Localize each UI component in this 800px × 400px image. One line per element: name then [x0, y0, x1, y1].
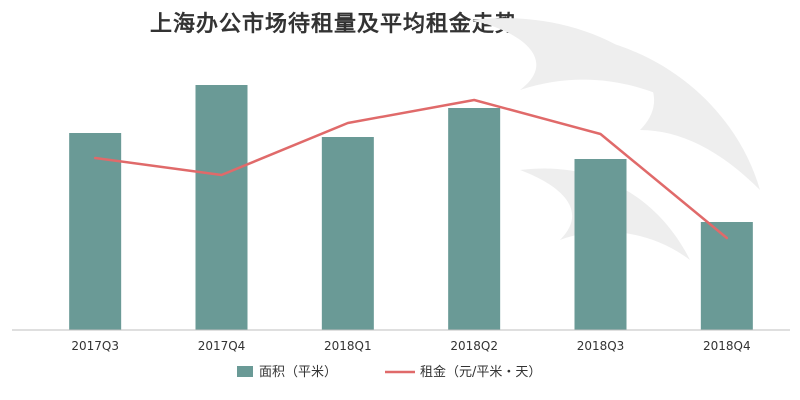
- legend: 面积（平米） 租金（元/平米・天）: [237, 364, 541, 380]
- bar-2018Q4: [700, 222, 753, 330]
- legend-label-rent: 租金（元/平米・天）: [420, 364, 541, 380]
- bar-series: [69, 85, 753, 330]
- legend-swatch-area: [237, 366, 253, 377]
- x-tick-label: 2018Q3: [577, 339, 625, 353]
- x-axis-ticks: 2017Q3 2017Q4 2018Q1 2018Q2 2018Q3 2018Q4: [71, 339, 750, 353]
- bar-2017Q3: [69, 133, 122, 330]
- bar-2017Q4: [195, 85, 248, 330]
- chart-title: 上海办公市场待租量及平均租金走势: [150, 12, 519, 37]
- x-tick-label: 2018Q1: [324, 339, 372, 353]
- rent-line: [93, 98, 729, 240]
- x-tick-label: 2017Q3: [71, 339, 119, 353]
- x-tick-label: 2018Q4: [703, 339, 751, 353]
- bar-2018Q3: [574, 159, 627, 330]
- x-tick-label: 2018Q2: [450, 339, 498, 353]
- x-tick-label: 2017Q4: [198, 339, 246, 353]
- bar-2018Q2: [448, 108, 501, 330]
- line-series: [93, 98, 729, 240]
- bar-2018Q1: [321, 137, 374, 330]
- legend-label-area: 面积（平米）: [259, 365, 337, 380]
